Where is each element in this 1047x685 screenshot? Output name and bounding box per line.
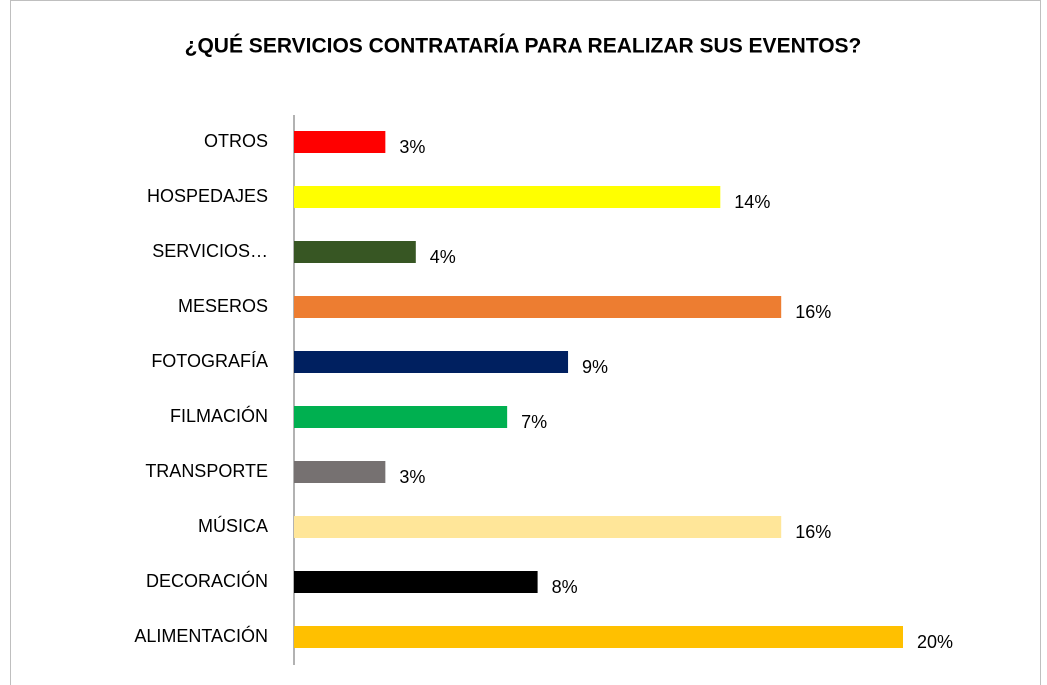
y-tick-label: FILMACIÓN xyxy=(170,405,268,426)
data-label: 16% xyxy=(795,522,831,542)
y-tick-label: ALIMENTACIÓN xyxy=(134,625,268,646)
bar xyxy=(294,571,538,593)
bar xyxy=(294,296,782,318)
data-label: 3% xyxy=(399,467,425,487)
y-tick-label: DECORACIÓN xyxy=(146,570,268,591)
bar xyxy=(294,186,721,208)
bar xyxy=(294,461,386,483)
data-label: 9% xyxy=(582,357,608,377)
y-tick-label: SERVICIOS… xyxy=(152,241,268,261)
y-tick-label: OTROS xyxy=(204,131,268,151)
bar xyxy=(294,406,508,428)
y-tick-label: MESEROS xyxy=(178,296,268,316)
y-tick-label: HOSPEDAJES xyxy=(147,186,268,206)
chart-title: ¿QUÉ SERVICIOS CONTRATARÍA PARA REALIZAR… xyxy=(185,35,862,58)
bar xyxy=(294,241,416,263)
bar xyxy=(294,131,386,153)
data-label: 7% xyxy=(521,412,547,432)
bar xyxy=(294,351,569,373)
data-label: 8% xyxy=(552,577,578,597)
bar xyxy=(294,626,903,648)
y-tick-label: MÚSICA xyxy=(198,515,268,536)
chart-frame xyxy=(10,0,1041,685)
y-tick-label: TRANSPORTE xyxy=(145,461,268,481)
data-label: 20% xyxy=(917,632,953,652)
data-label: 16% xyxy=(795,302,831,322)
y-tick-label: FOTOGRAFÍA xyxy=(151,351,268,371)
data-label: 4% xyxy=(430,247,456,267)
bar xyxy=(294,516,782,538)
data-label: 3% xyxy=(399,137,425,157)
data-label: 14% xyxy=(734,192,770,212)
